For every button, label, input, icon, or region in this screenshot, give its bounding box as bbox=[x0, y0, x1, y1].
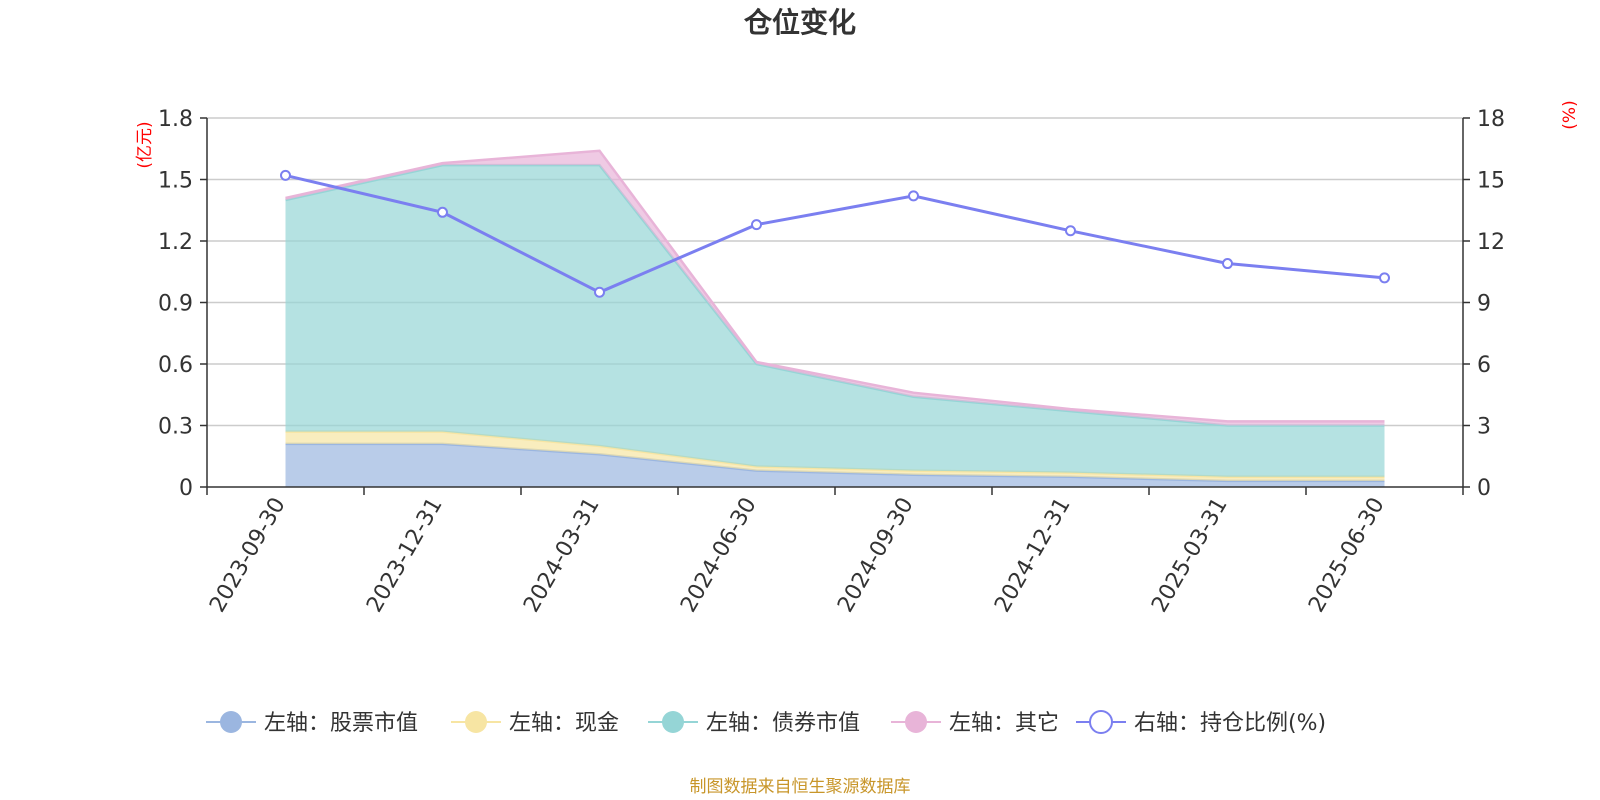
right-tick-label: 3 bbox=[1477, 415, 1491, 440]
left-tick-label: 0 bbox=[179, 476, 193, 501]
left-tick-label: 1.8 bbox=[158, 107, 193, 132]
x-tick-label: 2024-06-30 bbox=[676, 494, 762, 617]
legend-marker bbox=[905, 711, 927, 733]
left-tick-label: 1.2 bbox=[158, 230, 193, 255]
holding-ratio-point bbox=[1379, 272, 1390, 284]
stacked-areas bbox=[285, 149, 1385, 487]
x-tick-label: 2025-06-30 bbox=[1304, 494, 1390, 617]
left-tick-label: 0.9 bbox=[158, 292, 193, 317]
legend-label: 右轴：持仓比例(%) bbox=[1134, 711, 1326, 736]
legend-item[interactable]: 左轴：其它 bbox=[891, 711, 1059, 736]
holding-ratio-point bbox=[1065, 225, 1076, 237]
legend-marker bbox=[220, 711, 242, 733]
holding-ratio-point bbox=[908, 190, 919, 202]
left-tick-label: 1.5 bbox=[158, 169, 193, 194]
area-edge-左轴：其它 bbox=[285, 149, 1385, 423]
x-tick-label: 2024-03-31 bbox=[519, 494, 605, 617]
legend-label: 左轴：股票市值 bbox=[264, 711, 418, 736]
x-tick-label: 2024-12-31 bbox=[990, 494, 1076, 617]
legend-label: 左轴：现金 bbox=[509, 711, 619, 736]
right-axis-unit: (%) bbox=[1560, 100, 1580, 129]
x-tick-label: 2024-09-30 bbox=[833, 494, 919, 617]
legend-marker bbox=[465, 711, 487, 733]
x-tick-label: 2023-09-30 bbox=[205, 494, 291, 617]
holding-ratio-polyline bbox=[285, 173, 1385, 294]
holding-ratio-point bbox=[280, 169, 291, 181]
legend-marker bbox=[1089, 710, 1113, 734]
right-axis-ticks: 0 3 6 9 12 15 18 bbox=[1463, 107, 1505, 501]
right-tick-label: 6 bbox=[1477, 353, 1491, 378]
chart-title: 仓位变化 bbox=[744, 6, 856, 39]
holding-ratio-point bbox=[751, 219, 762, 231]
left-tick-label: 0.3 bbox=[158, 415, 193, 440]
legend-label: 左轴：其它 bbox=[949, 711, 1059, 736]
area-左轴：债券市值 bbox=[285, 165, 1385, 477]
right-tick-label: 15 bbox=[1477, 169, 1505, 194]
legend-item[interactable]: 左轴：债券市值 bbox=[648, 711, 860, 736]
legend-item[interactable]: 左轴：股票市值 bbox=[206, 711, 418, 736]
x-tick-label: 2025-03-31 bbox=[1147, 494, 1233, 617]
left-axis-ticks: 0 0.3 0.6 0.9 1.2 1.5 1.8 bbox=[158, 107, 207, 501]
left-tick-label: 0.6 bbox=[158, 353, 193, 378]
right-tick-label: 0 bbox=[1477, 476, 1491, 501]
right-tick-label: 12 bbox=[1477, 230, 1505, 255]
area-左轴：现金 bbox=[285, 431, 1385, 481]
area-左轴：股票市值 bbox=[285, 443, 1385, 487]
legend: 左轴：股票市值 左轴：现金 左轴：债券市值 左轴：其它 右轴：持仓比例(%) bbox=[206, 710, 1326, 736]
x-axis-ticks: 2023-09-30 2023-12-31 2024-03-31 2024-06-30… bbox=[205, 487, 1464, 617]
source-note: 制图数据来自恒生聚源数据库 bbox=[690, 777, 911, 797]
right-tick-label: 18 bbox=[1477, 107, 1505, 132]
holding-ratio-point bbox=[594, 286, 605, 298]
legend-item[interactable]: 左轴：现金 bbox=[451, 711, 619, 736]
holding-ratio-point bbox=[437, 206, 448, 218]
legend-label: 左轴：债券市值 bbox=[706, 711, 860, 736]
legend-marker bbox=[662, 711, 684, 733]
x-tick-label: 2023-12-31 bbox=[362, 494, 448, 617]
holding-ratio-point bbox=[1222, 258, 1233, 270]
left-axis-unit: (亿元) bbox=[135, 121, 155, 168]
right-tick-label: 9 bbox=[1477, 292, 1491, 317]
legend-item[interactable]: 右轴：持仓比例(%) bbox=[1076, 710, 1326, 736]
holding-ratio-line bbox=[280, 169, 1390, 298]
